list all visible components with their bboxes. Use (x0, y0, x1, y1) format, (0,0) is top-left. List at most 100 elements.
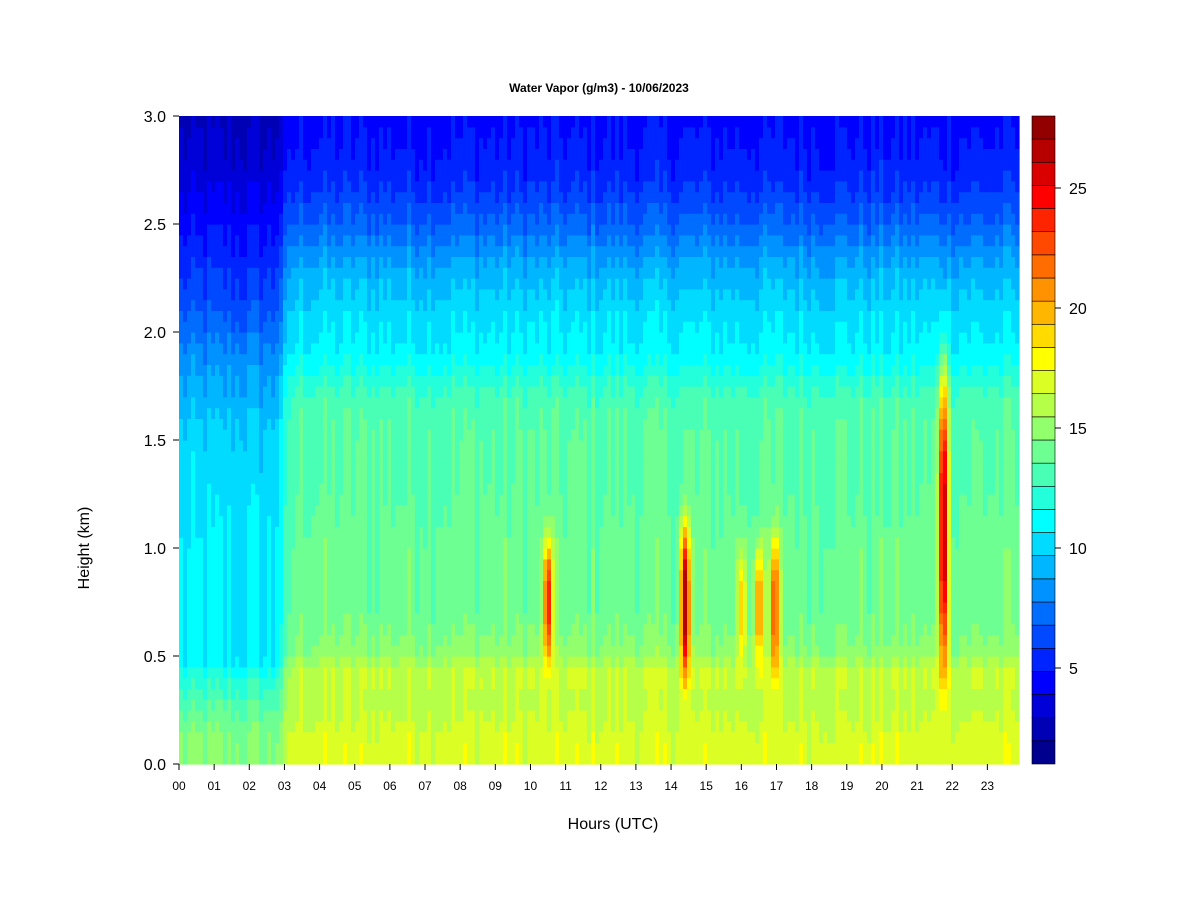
heatmap-cell (411, 310, 416, 322)
heatmap-cell (375, 202, 380, 214)
heatmap-cell (399, 213, 404, 225)
heatmap-cell (299, 450, 304, 463)
heatmap-cell (255, 267, 260, 279)
heatmap-cell (423, 245, 428, 257)
heatmap-cell (291, 504, 296, 517)
heatmap-cell (419, 656, 424, 668)
heatmap-cell (199, 375, 204, 387)
heatmap-cell (447, 645, 452, 657)
heatmap-cell (195, 418, 200, 430)
heatmap-cell (363, 515, 368, 527)
heatmap-cell (223, 137, 228, 149)
heatmap-cell (287, 191, 292, 203)
heatmap-cell (435, 602, 440, 614)
heatmap-cell (379, 137, 384, 149)
heatmap-cell (267, 720, 272, 733)
heatmap-cell (499, 461, 504, 473)
heatmap-cell (387, 321, 392, 333)
heatmap-cell (507, 299, 512, 311)
heatmap-cell (363, 159, 368, 171)
heatmap-cell (371, 666, 376, 679)
heatmap-cell (339, 548, 344, 560)
heatmap-cell (179, 224, 184, 236)
heatmap-cell (379, 288, 384, 301)
heatmap-cell (447, 256, 452, 268)
heatmap-cell (443, 429, 448, 441)
heatmap-cell (259, 407, 264, 419)
heatmap-cell (483, 677, 488, 689)
heatmap-cell (307, 548, 312, 560)
heatmap-cell (311, 159, 316, 171)
heatmap-cell (211, 483, 216, 495)
heatmap-cell (191, 515, 196, 527)
heatmap-cell (367, 612, 372, 625)
heatmap-cell (291, 472, 296, 484)
heatmap-cell (507, 656, 512, 668)
heatmap-cell (223, 731, 228, 743)
heatmap-cell (407, 720, 412, 733)
heatmap-cell (295, 602, 300, 614)
heatmap-cell (451, 731, 456, 743)
heatmap-cell (243, 591, 248, 603)
heatmap-cell (375, 375, 380, 387)
heatmap-cell (187, 288, 192, 301)
heatmap-cell (459, 602, 464, 614)
heatmap-cell (359, 137, 364, 149)
heatmap-cell (211, 159, 216, 171)
heatmap-cell (195, 396, 200, 409)
heatmap-cell (299, 461, 304, 473)
heatmap-cell (451, 418, 456, 430)
heatmap-cell (223, 386, 228, 398)
heatmap-cell (279, 623, 284, 635)
heatmap-cell (179, 278, 184, 290)
heatmap-cell (211, 429, 216, 441)
heatmap-cell (395, 353, 400, 365)
heatmap-cell (291, 364, 296, 376)
heatmap-cell (323, 267, 328, 279)
heatmap-cell (487, 116, 492, 128)
heatmap-cell (475, 742, 480, 754)
heatmap-cell (179, 537, 184, 549)
heatmap-cell (459, 429, 464, 441)
heatmap-cell (463, 396, 468, 409)
heatmap-cell (223, 666, 228, 679)
heatmap-cell (231, 310, 236, 322)
heatmap-cell (423, 353, 428, 365)
heatmap-cell (267, 580, 272, 592)
heatmap-cell (379, 548, 384, 560)
heatmap-cell (335, 634, 340, 646)
heatmap-cell (427, 180, 432, 193)
heatmap-cell (475, 245, 480, 257)
heatmap-cell (491, 494, 496, 506)
heatmap-cell (183, 450, 188, 463)
heatmap-cell (371, 386, 376, 398)
heatmap-cell (455, 753, 460, 765)
heatmap-cell (371, 126, 376, 139)
heatmap-cell (447, 699, 452, 711)
heatmap-cell (303, 375, 308, 387)
heatmap-cell (183, 677, 188, 689)
heatmap-cell (235, 742, 240, 754)
heatmap-cell (483, 407, 488, 419)
heatmap-cell (323, 461, 328, 473)
heatmap-cell (235, 461, 240, 473)
heatmap-cell (355, 699, 360, 711)
heatmap-cell (355, 191, 360, 203)
heatmap-cell (187, 591, 192, 603)
heatmap-cell (367, 267, 372, 279)
heatmap-cell (211, 353, 216, 365)
heatmap-cell (487, 537, 492, 549)
heatmap-cell (303, 278, 308, 290)
heatmap-cell (295, 515, 300, 527)
heatmap-cell (243, 245, 248, 257)
heatmap-cell (463, 418, 468, 430)
heatmap-cell (275, 666, 280, 679)
heatmap-cell (383, 461, 388, 473)
heatmap-cell (199, 429, 204, 441)
heatmap-cell (203, 137, 208, 149)
heatmap-cell (363, 569, 368, 581)
heatmap-cell (279, 504, 284, 517)
heatmap-cell (231, 191, 236, 203)
heatmap-cell (363, 418, 368, 430)
heatmap-cell (263, 116, 268, 128)
